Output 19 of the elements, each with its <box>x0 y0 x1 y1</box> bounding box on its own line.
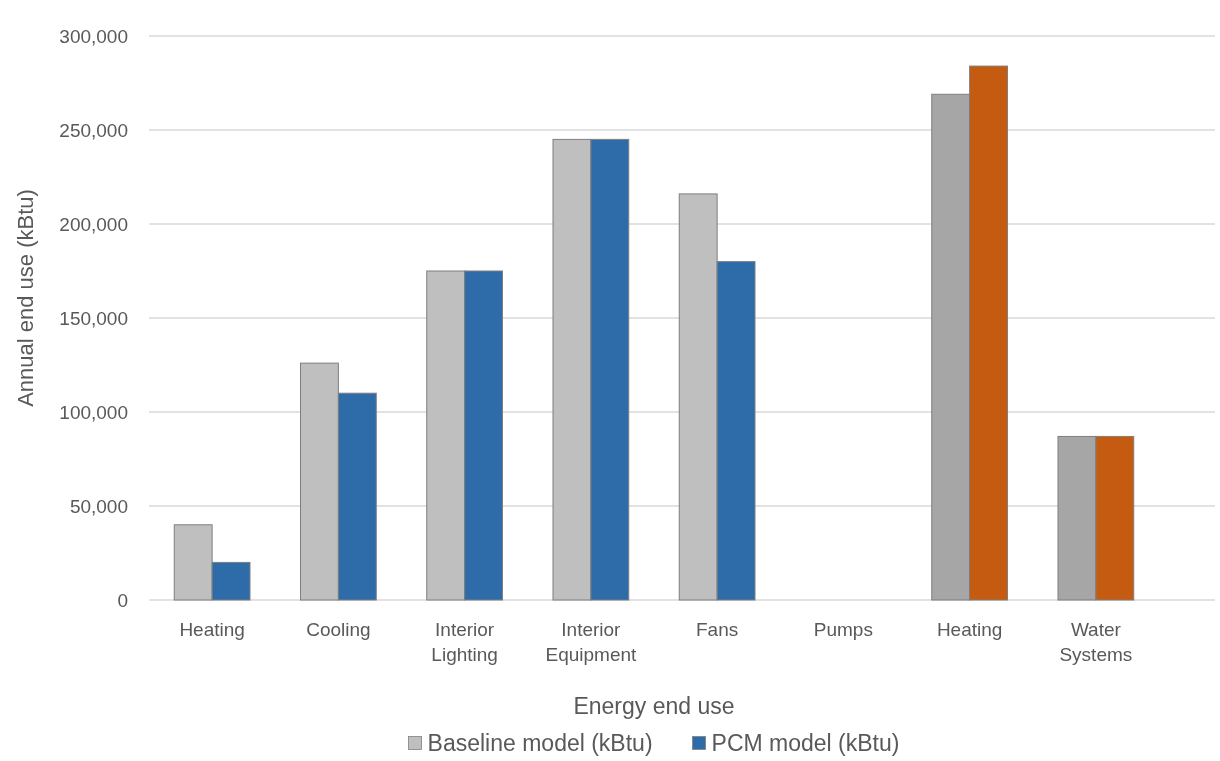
x-tick-label: Pumps <box>813 619 873 640</box>
y-tick-label: 100,000 <box>59 401 128 423</box>
y-tick-label: 0 <box>117 589 128 611</box>
y-axis-title: Annual end use (kBtu) <box>13 189 38 407</box>
y-tick-label: 150,000 <box>59 307 128 329</box>
x-tick-label: Water Systems <box>1059 619 1133 665</box>
x-tick-label: Fans <box>696 619 739 640</box>
x-tick-label: Heating <box>936 619 1003 640</box>
x-axis-title: Energy end use <box>573 693 735 719</box>
x-tick-label: Interior Lighting <box>431 619 498 665</box>
y-tick-label: 300,000 <box>59 25 128 47</box>
legend-label: Baseline model (kBtu) <box>427 730 653 757</box>
x-tick-label: Interior Equipment <box>545 619 638 665</box>
y-tick-label: 200,000 <box>59 213 128 235</box>
y-tick-label: 50,000 <box>69 495 128 517</box>
y-tick-label: 250,000 <box>59 119 128 141</box>
legend-label: PCM model (kBtu) <box>711 730 900 757</box>
x-tick-label: Heating <box>179 619 245 640</box>
x-tick-label: Cooling <box>306 619 371 640</box>
